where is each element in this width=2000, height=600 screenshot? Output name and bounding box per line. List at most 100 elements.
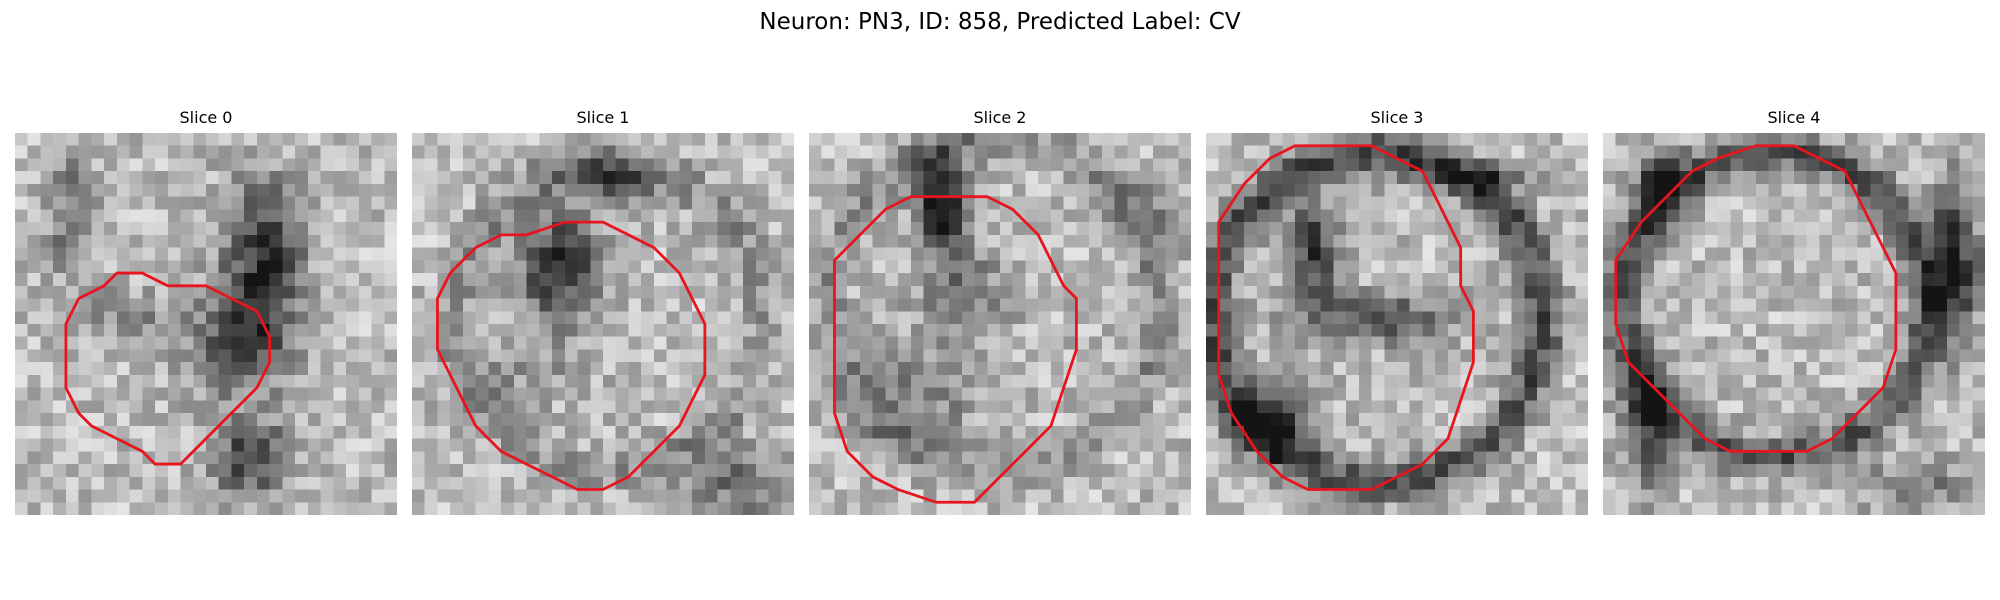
image-pixel: [1781, 349, 1795, 363]
image-pixel: [1615, 133, 1629, 146]
image-pixel: [872, 171, 886, 185]
image-pixel: [1870, 183, 1884, 197]
image-pixel: [412, 387, 425, 401]
image-pixel: [1012, 234, 1026, 248]
image-pixel: [974, 451, 988, 465]
image-pixel: [129, 260, 143, 274]
image-pixel: [653, 464, 667, 478]
image-pixel: [1768, 183, 1782, 197]
image-pixel: [1076, 133, 1090, 146]
image-pixel: [1603, 400, 1616, 414]
image-pixel: [78, 349, 92, 363]
image-pixel: [717, 183, 731, 197]
image-pixel: [27, 171, 41, 185]
image-pixel: [1152, 311, 1166, 325]
image-pixel: [129, 196, 143, 210]
image-pixel: [1549, 222, 1563, 236]
image-pixel: [552, 171, 566, 185]
image-pixel: [847, 260, 861, 274]
image-pixel: [1089, 349, 1103, 363]
image-pixel: [53, 425, 67, 439]
image-pixel: [1666, 298, 1680, 312]
image-pixel: [1730, 387, 1744, 401]
image-pixel: [564, 133, 578, 146]
image-pixel: [743, 133, 757, 146]
image-pixel: [40, 476, 54, 490]
image-pixel: [1050, 133, 1064, 146]
image-pixel: [885, 451, 899, 465]
image-pixel: [1295, 425, 1309, 439]
image-pixel: [987, 311, 1001, 325]
image-pixel: [1269, 387, 1283, 401]
image-pixel: [1679, 183, 1693, 197]
image-pixel: [961, 413, 975, 427]
image-pixel: [1730, 133, 1744, 146]
image-pixel: [1704, 324, 1718, 337]
image-pixel: [1371, 413, 1385, 427]
image-pixel: [1730, 464, 1744, 478]
image-pixel: [1666, 145, 1680, 159]
image-pixel: [104, 234, 118, 248]
image-pixel: [1653, 158, 1667, 172]
image-pixel: [412, 502, 425, 515]
image-pixel: [653, 374, 667, 388]
image-pixel: [27, 489, 41, 503]
image-pixel: [717, 247, 731, 261]
image-pixel: [1537, 387, 1551, 401]
image-pixel: [78, 260, 92, 274]
image-pixel: [1178, 234, 1191, 248]
image-pixel: [1806, 400, 1820, 414]
image-pixel: [1857, 413, 1871, 427]
image-pixel: [1832, 502, 1846, 515]
image-pixel: [1870, 145, 1884, 159]
image-pixel: [1050, 489, 1064, 503]
image-pixel: [346, 145, 360, 159]
image-pixel: [1447, 502, 1461, 515]
image-pixel: [1768, 324, 1782, 337]
image-pixel: [1679, 438, 1693, 452]
image-pixel: [1152, 451, 1166, 465]
image-pixel: [333, 387, 347, 401]
image-pixel: [1730, 298, 1744, 312]
image-pixel: [1832, 273, 1846, 287]
image-pixel: [526, 438, 540, 452]
image-pixel: [526, 145, 540, 159]
image-pixel: [1959, 413, 1973, 427]
image-pixel: [1165, 451, 1179, 465]
image-pixel: [1231, 260, 1245, 274]
image-pixel: [564, 374, 578, 388]
image-pixel: [78, 476, 92, 490]
image-pixel: [1038, 298, 1052, 312]
image-pixel: [1743, 171, 1757, 185]
image-pixel: [1371, 171, 1385, 185]
image-pixel: [1435, 400, 1449, 414]
image-pixel: [730, 489, 744, 503]
image-pixel: [1819, 502, 1833, 515]
image-pixel: [1946, 158, 1960, 172]
image-pixel: [1025, 362, 1039, 376]
image-pixel: [692, 425, 706, 439]
image-pixel: [1562, 374, 1576, 388]
image-pixel: [949, 451, 963, 465]
image-pixel: [358, 222, 372, 236]
image-pixel: [1346, 133, 1360, 146]
image-pixel: [1422, 374, 1436, 388]
image-pixel: [155, 451, 169, 465]
image-pixel: [1320, 234, 1334, 248]
image-pixel: [437, 387, 451, 401]
image-pixel: [1384, 183, 1398, 197]
image-pixel: [1101, 234, 1115, 248]
image-pixel: [898, 158, 912, 172]
image-pixel: [1178, 145, 1191, 159]
image-pixel: [1346, 438, 1360, 452]
image-pixel: [27, 285, 41, 299]
image-pixel: [1346, 247, 1360, 261]
image-pixel: [1844, 209, 1858, 223]
image-pixel: [885, 209, 899, 223]
image-pixel: [244, 425, 258, 439]
image-pixel: [1641, 349, 1655, 363]
image-pixel: [1959, 502, 1973, 515]
image-pixel: [1460, 285, 1474, 299]
image-pixel: [513, 209, 527, 223]
image-pixel: [1498, 158, 1512, 172]
